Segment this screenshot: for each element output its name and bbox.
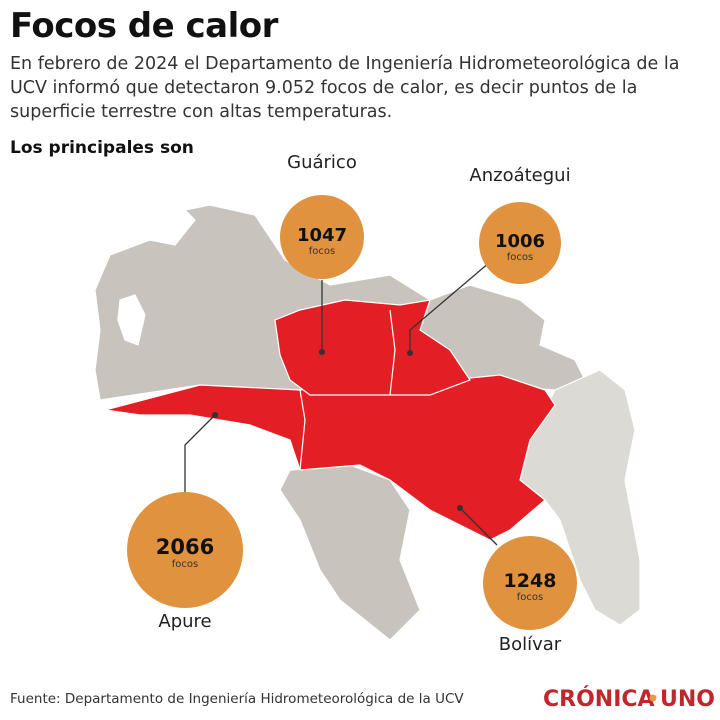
- border: [389, 309, 396, 396]
- header: Focos de calor En febrero de 2024 el Dep…: [10, 6, 710, 158]
- state-unit: focos: [517, 592, 543, 603]
- bubbles: 1047focosGuárico1006focosAnzoátegui2066f…: [127, 152, 577, 655]
- source: Fuente: Departamento de Ingeniería Hidro…: [10, 691, 464, 707]
- bubble: [483, 536, 577, 630]
- state-name: Guárico: [287, 152, 357, 173]
- bubble: [479, 202, 561, 284]
- leaders: [184, 261, 498, 546]
- state-name: Anzoátegui: [469, 165, 570, 186]
- state-unit: focos: [507, 252, 533, 263]
- state-value: 2066: [156, 535, 214, 559]
- dot: [319, 349, 325, 355]
- subtitle: En febrero de 2024 el Departamento de In…: [10, 54, 680, 122]
- dot: [457, 505, 463, 511]
- subheading: Los principales son: [10, 138, 194, 158]
- leader: [459, 507, 498, 546]
- state-name: Apure: [158, 611, 211, 632]
- region-amazonas: [279, 464, 421, 641]
- border: [299, 389, 306, 471]
- dots: [212, 349, 463, 511]
- dot: [212, 412, 218, 418]
- bubble: [127, 492, 243, 608]
- title: Focos de calor: [10, 6, 278, 46]
- logo-dot: [649, 694, 657, 702]
- state-unit: focos: [309, 246, 335, 257]
- bubble: [280, 195, 364, 279]
- state-value: 1006: [495, 231, 545, 252]
- dot: [407, 350, 413, 356]
- state-unit: focos: [172, 559, 198, 570]
- state-value: 1047: [297, 225, 347, 246]
- leader: [184, 414, 216, 492]
- leader: [409, 261, 491, 353]
- logo-left: CRÓNICA: [543, 686, 655, 712]
- region-guarico-anzoategui: [274, 299, 471, 396]
- lake: [117, 294, 146, 346]
- state-name: Bolívar: [499, 634, 562, 655]
- state-value: 1248: [504, 570, 557, 592]
- logo-right: UNO: [660, 687, 715, 712]
